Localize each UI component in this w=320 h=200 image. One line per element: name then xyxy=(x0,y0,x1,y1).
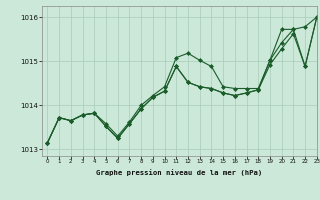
X-axis label: Graphe pression niveau de la mer (hPa): Graphe pression niveau de la mer (hPa) xyxy=(96,169,262,176)
